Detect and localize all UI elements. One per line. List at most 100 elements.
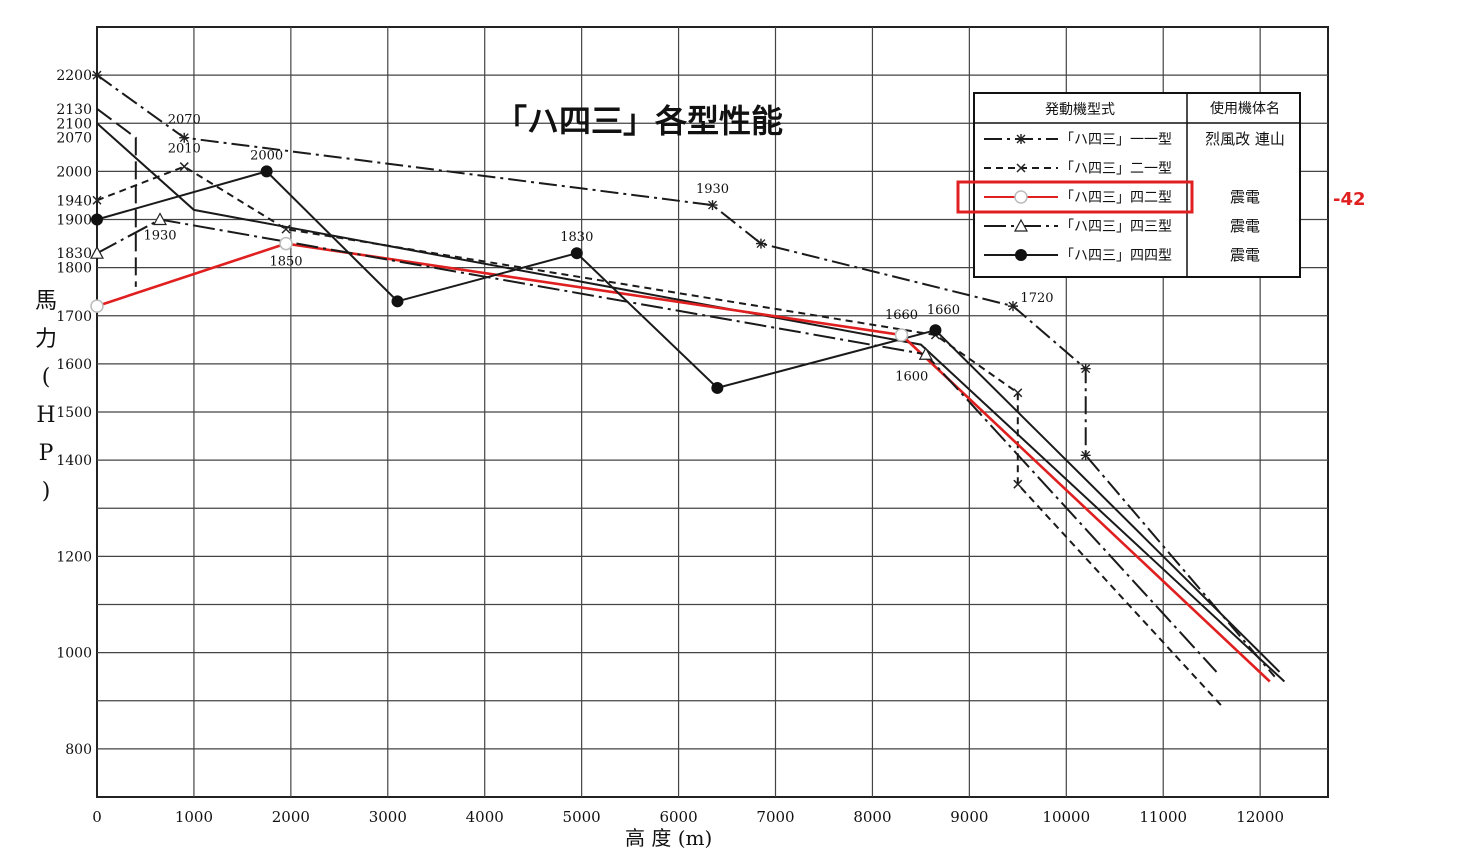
legend-series-label: 「ハ四三」一一型 (1060, 132, 1172, 148)
x-tick-label: 7000 (756, 808, 794, 826)
chart-title: 「ハ四三」各型性能 (495, 102, 783, 140)
x-tick-label: 8000 (853, 808, 891, 826)
legend-series-label: 「ハ四三」四四型 (1060, 248, 1172, 264)
legend-header-engine: 発動機型式 (1045, 102, 1115, 118)
series-0-marker (179, 132, 190, 143)
legend-swatch-marker (1013, 218, 1029, 232)
point-label: 1930 (143, 229, 176, 244)
series-2-marker (279, 236, 293, 251)
x-tick-label: 10000 (1042, 808, 1090, 826)
series-3-marker (89, 245, 105, 259)
legend-aircraft-label: 震電 (1230, 217, 1260, 235)
y-axis-label-char: H (36, 403, 55, 428)
y-tick-label: 1000 (56, 646, 92, 662)
point-label: 1660 (927, 303, 960, 318)
point-label: 2070 (168, 113, 201, 128)
y-value-label: 2100 (56, 116, 92, 132)
data-labels: 2070 2010 2000 1930 1850 1830 1930 1660 1660 1600… (143, 113, 1053, 385)
y-value-label: 1830 (56, 246, 92, 262)
series-markers (89, 70, 1091, 489)
series-1-marker (179, 162, 189, 172)
series-4-marker (711, 381, 724, 394)
y-tick-label: 1500 (56, 405, 92, 421)
highlight-annotation: -42 (1333, 189, 1366, 210)
x-tick-label: 11000 (1139, 808, 1187, 826)
legend-aircraft-label: 震電 (1230, 246, 1260, 264)
y-value-label: 1940 (56, 193, 92, 209)
y-axis-label-char: ) (42, 479, 51, 504)
series-1-marker (281, 224, 291, 234)
legend-swatch-marker (1014, 190, 1028, 204)
line-left-drop (96, 107, 137, 287)
y-tick-label: 1200 (56, 549, 92, 565)
x-tick-label: 4000 (466, 808, 504, 826)
axis-tick-labels: 0 1000 2000 3000 4000 5000 6000 7000 8000 9000 100… (35, 68, 1284, 826)
series-0-marker (1080, 450, 1091, 461)
point-label: 2000 (250, 148, 283, 163)
series-4-marker (391, 295, 404, 308)
series-1-marker (1013, 388, 1023, 398)
point-label: 1660 (885, 308, 918, 323)
series-0-marker (1080, 363, 1091, 374)
legend-swatch-marker (1016, 134, 1026, 144)
y-tick-label: 1800 (56, 261, 92, 277)
series-3-marker (918, 346, 933, 360)
y-value-label: 2000 (56, 164, 92, 180)
point-label: 1830 (560, 230, 593, 245)
x-tick-label: 5000 (563, 808, 601, 826)
x-tick-label: 12000 (1236, 808, 1284, 826)
legend-swatch-marker (1016, 163, 1026, 173)
legend-aircraft-label: 烈風改 連山 (1205, 130, 1285, 148)
y-tick-label: 1400 (56, 453, 92, 469)
x-tick-label: 1000 (175, 808, 213, 826)
x-tick-label: 2000 (272, 808, 310, 826)
series-4-marker (91, 213, 103, 226)
series-4-marker (260, 165, 273, 178)
point-label: 1930 (696, 182, 729, 197)
series-4-marker (929, 324, 942, 337)
legend-header-aircraft: 使用機体名 (1210, 100, 1280, 117)
point-label: 1720 (1020, 291, 1053, 306)
series-line-3 (96, 218, 1218, 673)
x-tick-label: 0 (92, 808, 102, 826)
series-2-marker (894, 328, 909, 342)
legend-series-label: 「ハ四三」四三型 (1060, 219, 1172, 235)
y-value-label: 2070 (56, 131, 92, 147)
point-label: 1600 (895, 369, 928, 384)
point-label: 1850 (269, 255, 302, 270)
series-0-marker (1007, 301, 1018, 312)
legend-highlight-box (956, 180, 1194, 214)
y-axis-label-char: ( (42, 365, 51, 390)
y-value-label: 1900 (56, 213, 92, 229)
y-axis-label-char: 力 (35, 327, 57, 352)
y-axis-label-char: 馬 (35, 289, 57, 314)
series-3-marker (152, 212, 168, 226)
x-tick-label: 9000 (950, 808, 988, 826)
series-1-marker (92, 195, 102, 205)
series-0-marker (755, 238, 766, 249)
legend: 発動機型式 使用機体名「ハ四三」一一型 烈風改 連山「ハ四三」二一型「ハ四三」四二型… (973, 92, 1301, 278)
series-4-marker (570, 247, 583, 260)
x-axis-label: 高 度 (m) (625, 826, 712, 850)
y-tick-label: 800 (65, 742, 92, 758)
line-upper-envelope (96, 122, 1286, 683)
series-line-2 (96, 242, 1271, 683)
point-label: 2010 (168, 142, 201, 157)
series-0-marker (92, 70, 102, 81)
y-axis-label-char: P (39, 441, 54, 466)
series-0-marker (707, 200, 718, 211)
series-1-marker (1013, 479, 1023, 489)
legend-swatch-marker (1015, 249, 1027, 261)
y-value-label: 2130 (56, 102, 92, 118)
legend-series-label: 「ハ四三」二一型 (1060, 161, 1172, 177)
x-tick-label: 3000 (369, 808, 407, 826)
y-tick-label: 1700 (56, 309, 92, 325)
series-2-marker (90, 299, 104, 313)
y-tick-label: 1600 (56, 357, 92, 373)
legend-series-label: 「ハ四三」四二型 (1060, 190, 1172, 206)
x-tick-label: 6000 (659, 808, 697, 826)
y-value-label: 2200 (56, 68, 92, 84)
series-line-0 (96, 74, 1276, 678)
